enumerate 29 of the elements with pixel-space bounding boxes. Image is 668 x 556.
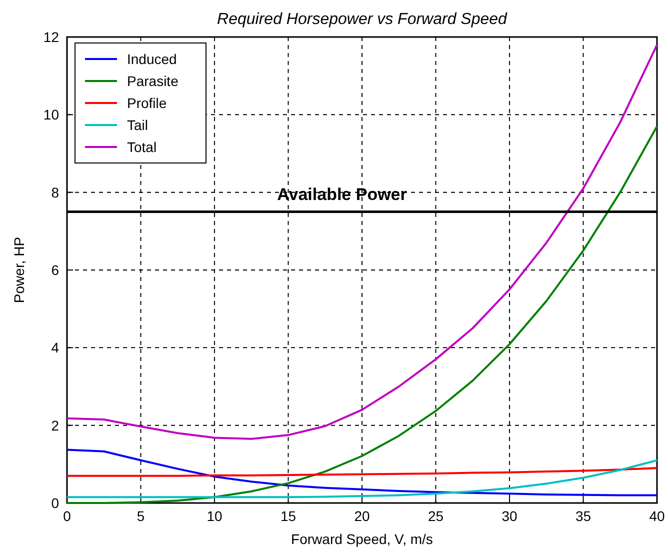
line-series xyxy=(66,459,658,498)
x-tick-label: 0 xyxy=(63,508,72,524)
y-tick-label: 2 xyxy=(51,417,60,434)
x-tick-label: 20 xyxy=(354,508,370,524)
legend-label: Profile xyxy=(127,95,167,111)
x-tick-label: 40 xyxy=(649,508,665,524)
y-tick-label: 8 xyxy=(51,184,60,200)
x-tick-label: 30 xyxy=(502,508,518,524)
legend-label: Total xyxy=(127,139,157,155)
line-series xyxy=(66,44,658,440)
x-tick-label: 5 xyxy=(136,508,145,524)
x-tick-label: 10 xyxy=(206,508,222,524)
legend-label: Parasite xyxy=(127,73,179,89)
legend-label: Tail xyxy=(127,117,148,133)
y-tick-label: 4 xyxy=(51,340,60,356)
line-series xyxy=(66,467,658,477)
y-tick-label: 0 xyxy=(51,495,60,511)
x-tick-label: 35 xyxy=(575,508,592,524)
chart-title: Required Horsepower vs Forward Speed xyxy=(217,11,508,28)
y-axis-title: Power, HP xyxy=(11,236,27,304)
line-series xyxy=(66,448,658,496)
y-tick-label: 12 xyxy=(43,29,60,45)
x-axis-title: Forward Speed, V, m/s xyxy=(291,531,433,547)
y-tick-label: 6 xyxy=(51,262,60,278)
x-tick-label: 15 xyxy=(280,508,296,524)
x-tick-label: 25 xyxy=(428,508,444,524)
legend-label: Induced xyxy=(127,51,177,67)
ref-line-label: Available Power xyxy=(277,184,408,204)
y-tick-label: 10 xyxy=(43,106,60,123)
